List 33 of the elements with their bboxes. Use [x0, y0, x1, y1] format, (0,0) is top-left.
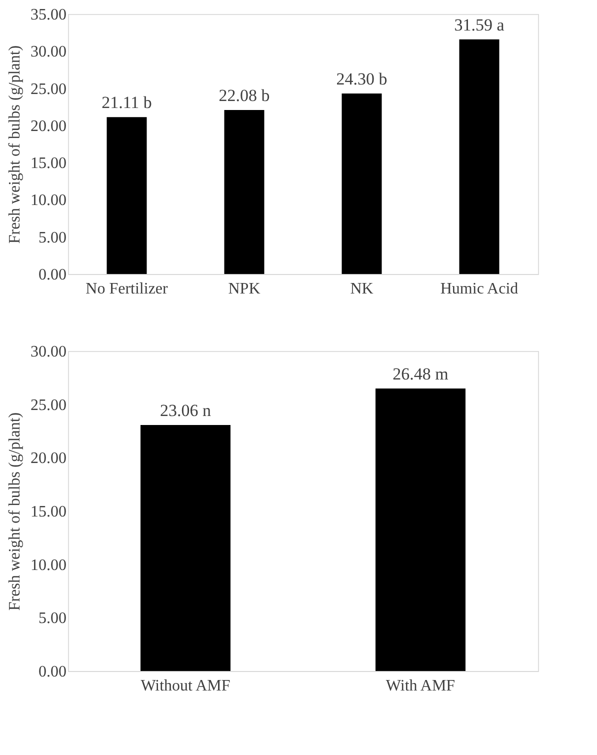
y-tick-label: 20.00 — [30, 118, 66, 135]
y-tick-label: 5.00 — [38, 610, 66, 628]
y-axis-title: Fresh weight of bulbs (g/plant) — [6, 45, 24, 244]
y-tick-label: 30.00 — [30, 344, 66, 360]
y-tick-label: 10.00 — [30, 192, 66, 210]
y-tick-label: 35.00 — [30, 6, 66, 24]
y-axis-title: Fresh weight of bulbs (g/plant) — [6, 412, 24, 611]
y-tick-label: 20.00 — [30, 450, 66, 468]
y-tick-label: 0.00 — [38, 664, 66, 680]
y-tick-label: 15.00 — [30, 155, 66, 172]
bar — [459, 39, 500, 274]
bar — [106, 117, 147, 274]
y-tick-label: 15.00 — [30, 504, 66, 520]
y-tick-label: 5.00 — [38, 229, 66, 246]
y-tick-label: 30.00 — [30, 44, 66, 61]
y-tick-label: 0.00 — [38, 266, 66, 284]
data-label: 22.08 b — [218, 86, 270, 105]
x-tick-label: Humic Acid — [440, 280, 518, 298]
y-tick-label: 25.00 — [30, 80, 66, 98]
data-label: 23.06 n — [160, 401, 212, 420]
x-tick-label: Without AMF — [140, 678, 230, 694]
x-tick-label: No Fertilizer — [86, 280, 169, 298]
data-label: 26.48 m — [392, 364, 448, 384]
x-tick-label: NPK — [228, 280, 261, 298]
y-tick-label: 25.00 — [30, 396, 66, 414]
x-tick-label: NK — [350, 280, 374, 298]
x-tick-label: With AMF — [386, 678, 456, 694]
y-tick-label: 10.00 — [30, 556, 66, 574]
data-label: 31.59 a — [454, 15, 505, 34]
bar — [342, 93, 382, 274]
bar — [224, 110, 264, 274]
data-label: 24.30 b — [336, 69, 388, 88]
data-label: 21.11 b — [102, 93, 152, 112]
